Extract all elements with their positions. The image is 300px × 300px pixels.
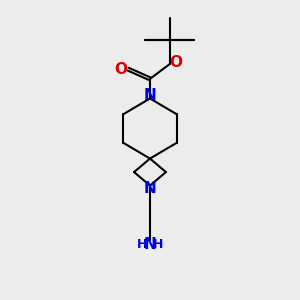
Text: N: N [144, 181, 156, 196]
Text: O: O [169, 56, 182, 70]
Text: H: H [153, 238, 163, 251]
Text: N: N [144, 88, 156, 103]
Text: N: N [144, 237, 156, 252]
Text: O: O [115, 61, 128, 76]
Text: H: H [137, 238, 147, 251]
